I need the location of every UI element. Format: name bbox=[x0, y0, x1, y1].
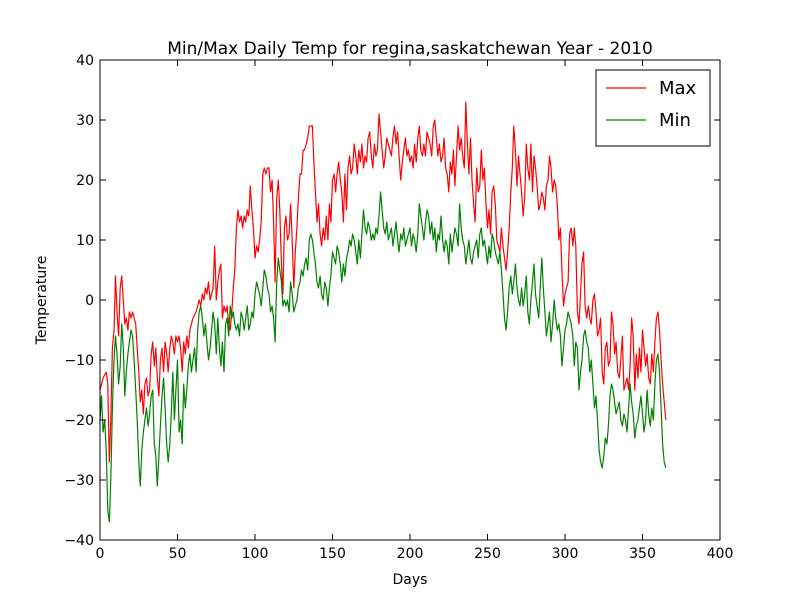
x-tick-label: 150 bbox=[319, 546, 346, 562]
y-tick-label: 0 bbox=[85, 293, 94, 309]
y-tick-label: 40 bbox=[76, 53, 94, 69]
y-tick-label: −20 bbox=[64, 413, 94, 429]
x-tick-label: 350 bbox=[629, 546, 656, 562]
legend-label-max: Max bbox=[659, 78, 697, 99]
y-tick-label: −10 bbox=[64, 353, 94, 369]
legend-box bbox=[595, 69, 711, 147]
x-tick-label: 50 bbox=[169, 546, 187, 562]
y-tick-label: −40 bbox=[64, 533, 94, 549]
y-tick-label: −30 bbox=[64, 473, 94, 489]
legend-label-min: Min bbox=[659, 110, 691, 131]
x-tick-label: 300 bbox=[552, 546, 579, 562]
y-tick-label: 10 bbox=[76, 233, 94, 249]
axes: 0 50 100 150 200 250 300 350 400 −40 −30 −20 −10 0 10 2… bbox=[64, 53, 733, 562]
x-tick-label: 0 bbox=[96, 546, 105, 562]
x-tick-label: 100 bbox=[242, 546, 269, 562]
x-axis-label: Days bbox=[393, 572, 428, 588]
x-tick-label: 200 bbox=[397, 546, 424, 562]
series-line-max bbox=[99, 101, 667, 463]
y-tick-label: 30 bbox=[76, 113, 94, 129]
y-axis-label: Temperature bbox=[34, 256, 50, 346]
series-line-min bbox=[99, 191, 667, 523]
y-tick-label: 20 bbox=[76, 173, 94, 189]
legend: Max Min bbox=[595, 69, 711, 147]
x-tick-label: 400 bbox=[707, 546, 734, 562]
x-tick-label: 250 bbox=[474, 546, 501, 562]
plot-series bbox=[99, 101, 667, 523]
chart-title: Min/Max Daily Temp for regina,saskatchew… bbox=[167, 39, 653, 59]
